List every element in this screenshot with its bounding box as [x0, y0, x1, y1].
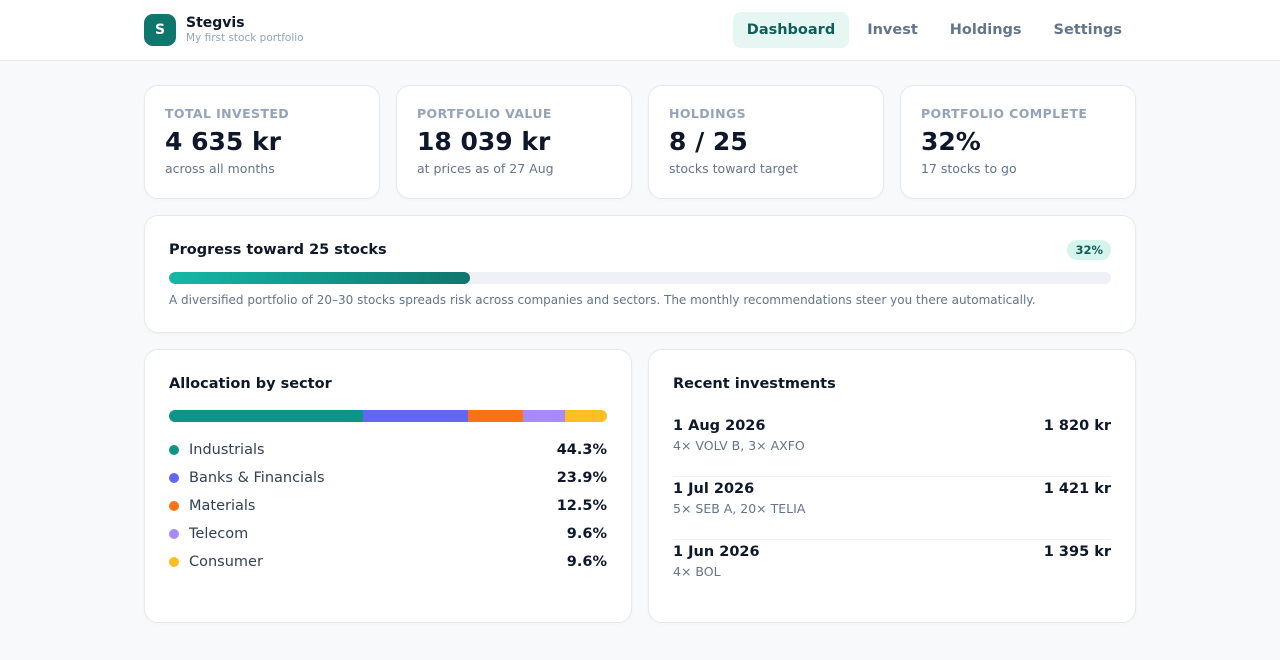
investment-detail: 5× SEB A, 20× TELIA	[673, 501, 806, 516]
investment-amount: 1 820 kr	[1043, 418, 1111, 434]
allocation-title: Allocation by sector	[169, 376, 332, 392]
legend-value: 44.3%	[556, 442, 607, 458]
investment-date: 1 Aug 2026	[673, 418, 766, 434]
progress-title: Progress toward 25 stocks	[169, 242, 387, 258]
brand[interactable]: S Stegvis My first stock portfolio	[144, 14, 304, 46]
stat-label: PORTFOLIO VALUE	[417, 106, 552, 121]
allocation-segment-banks	[363, 410, 468, 422]
brand-tagline: My first stock portfolio	[186, 32, 304, 44]
allocation-segment-materials	[468, 410, 523, 422]
stat-value: 32%	[921, 127, 981, 156]
nav-dashboard[interactable]: Dashboard	[732, 12, 850, 48]
legend-label: Industrials	[189, 442, 265, 458]
brand-name: Stegvis	[186, 15, 245, 31]
investment-date: 1 Jun 2026	[673, 544, 760, 560]
legend-label: Materials	[189, 498, 256, 514]
top-bar: S Stegvis My first stock portfolio Dashb…	[0, 0, 1280, 61]
recent-investments-card: Recent investments 1 Aug 2026 4× VOLV B,…	[648, 349, 1136, 623]
legend-item: Consumer 9.6%	[169, 548, 607, 576]
stat-note: at prices as of 27 Aug	[417, 161, 554, 176]
legend-item: Industrials 44.3%	[169, 436, 607, 464]
investment-amount: 1 421 kr	[1043, 481, 1111, 497]
investment-detail: 4× VOLV B, 3× AXFO	[673, 438, 805, 453]
legend-value: 12.5%	[556, 498, 607, 514]
list-item[interactable]: 1 Jul 2026 5× SEB A, 20× TELIA 1 421 kr	[673, 477, 1111, 540]
stat-value: 8 / 25	[669, 127, 748, 156]
stat-note: across all months	[165, 161, 275, 176]
stat-label: TOTAL INVESTED	[165, 106, 290, 121]
legend-item: Banks & Financials 23.9%	[169, 464, 607, 492]
allocation-legend: Industrials 44.3% Banks & Financials 23.…	[169, 436, 607, 576]
nav-holdings[interactable]: Holdings	[949, 22, 1022, 38]
progress-card: Progress toward 25 stocks 32% A diversif…	[144, 215, 1136, 333]
progress-track	[169, 272, 1111, 284]
legend-value: 23.9%	[556, 470, 607, 486]
stat-card-holdings: HOLDINGS 8 / 25 stocks toward target	[648, 85, 884, 199]
allocation-card: Allocation by sector Industrials 44.3% B…	[144, 349, 632, 623]
investment-detail: 4× BOL	[673, 564, 721, 579]
stat-label: HOLDINGS	[669, 106, 747, 121]
legend-dot	[169, 473, 179, 483]
investment-list: 1 Aug 2026 4× VOLV B, 3× AXFO 1 820 kr 1…	[673, 414, 1111, 603]
progress-percent-badge: 32%	[1067, 240, 1111, 260]
legend-dot	[169, 557, 179, 567]
legend-value: 9.6%	[566, 526, 607, 542]
stat-note: 17 stocks to go	[921, 161, 1017, 176]
stat-card-total-invested: TOTAL INVESTED 4 635 kr across all month…	[144, 85, 380, 199]
stat-value: 18 039 kr	[417, 127, 551, 156]
investment-date: 1 Jul 2026	[673, 481, 755, 497]
progress-description: A diversified portfolio of 20–30 stocks …	[169, 293, 1036, 307]
brand-logo: S	[144, 14, 176, 46]
stat-note: stocks toward target	[669, 161, 798, 176]
legend-label: Consumer	[189, 554, 263, 570]
investment-amount: 1 395 kr	[1043, 544, 1111, 560]
stat-label: PORTFOLIO COMPLETE	[921, 106, 1088, 121]
allocation-bar	[169, 410, 607, 422]
allocation-segment-industrials	[169, 410, 364, 422]
list-item[interactable]: 1 Jun 2026 4× BOL 1 395 kr	[673, 540, 1111, 603]
legend-item: Materials 12.5%	[169, 492, 607, 520]
recent-title: Recent investments	[673, 376, 836, 392]
stat-card-portfolio-value: PORTFOLIO VALUE 18 039 kr at prices as o…	[396, 85, 632, 199]
legend-label: Telecom	[189, 526, 249, 542]
legend-dot	[169, 501, 179, 511]
legend-value: 9.6%	[566, 554, 607, 570]
legend-label: Banks & Financials	[189, 470, 325, 486]
allocation-segment-consumer	[564, 410, 607, 422]
main-nav: Dashboard Invest Holdings Settings	[729, 12, 1136, 48]
progress-fill	[169, 272, 471, 284]
legend-item: Telecom 9.6%	[169, 520, 607, 548]
legend-dot	[169, 445, 179, 455]
stat-card-portfolio-complete: PORTFOLIO COMPLETE 32% 17 stocks to go	[900, 85, 1136, 199]
legend-dot	[169, 529, 179, 539]
stat-value: 4 635 kr	[165, 127, 281, 156]
list-item[interactable]: 1 Aug 2026 4× VOLV B, 3× AXFO 1 820 kr	[673, 414, 1111, 477]
nav-settings[interactable]: Settings	[1053, 22, 1122, 38]
nav-invest[interactable]: Invest	[867, 22, 918, 38]
allocation-segment-telecom	[522, 410, 565, 422]
